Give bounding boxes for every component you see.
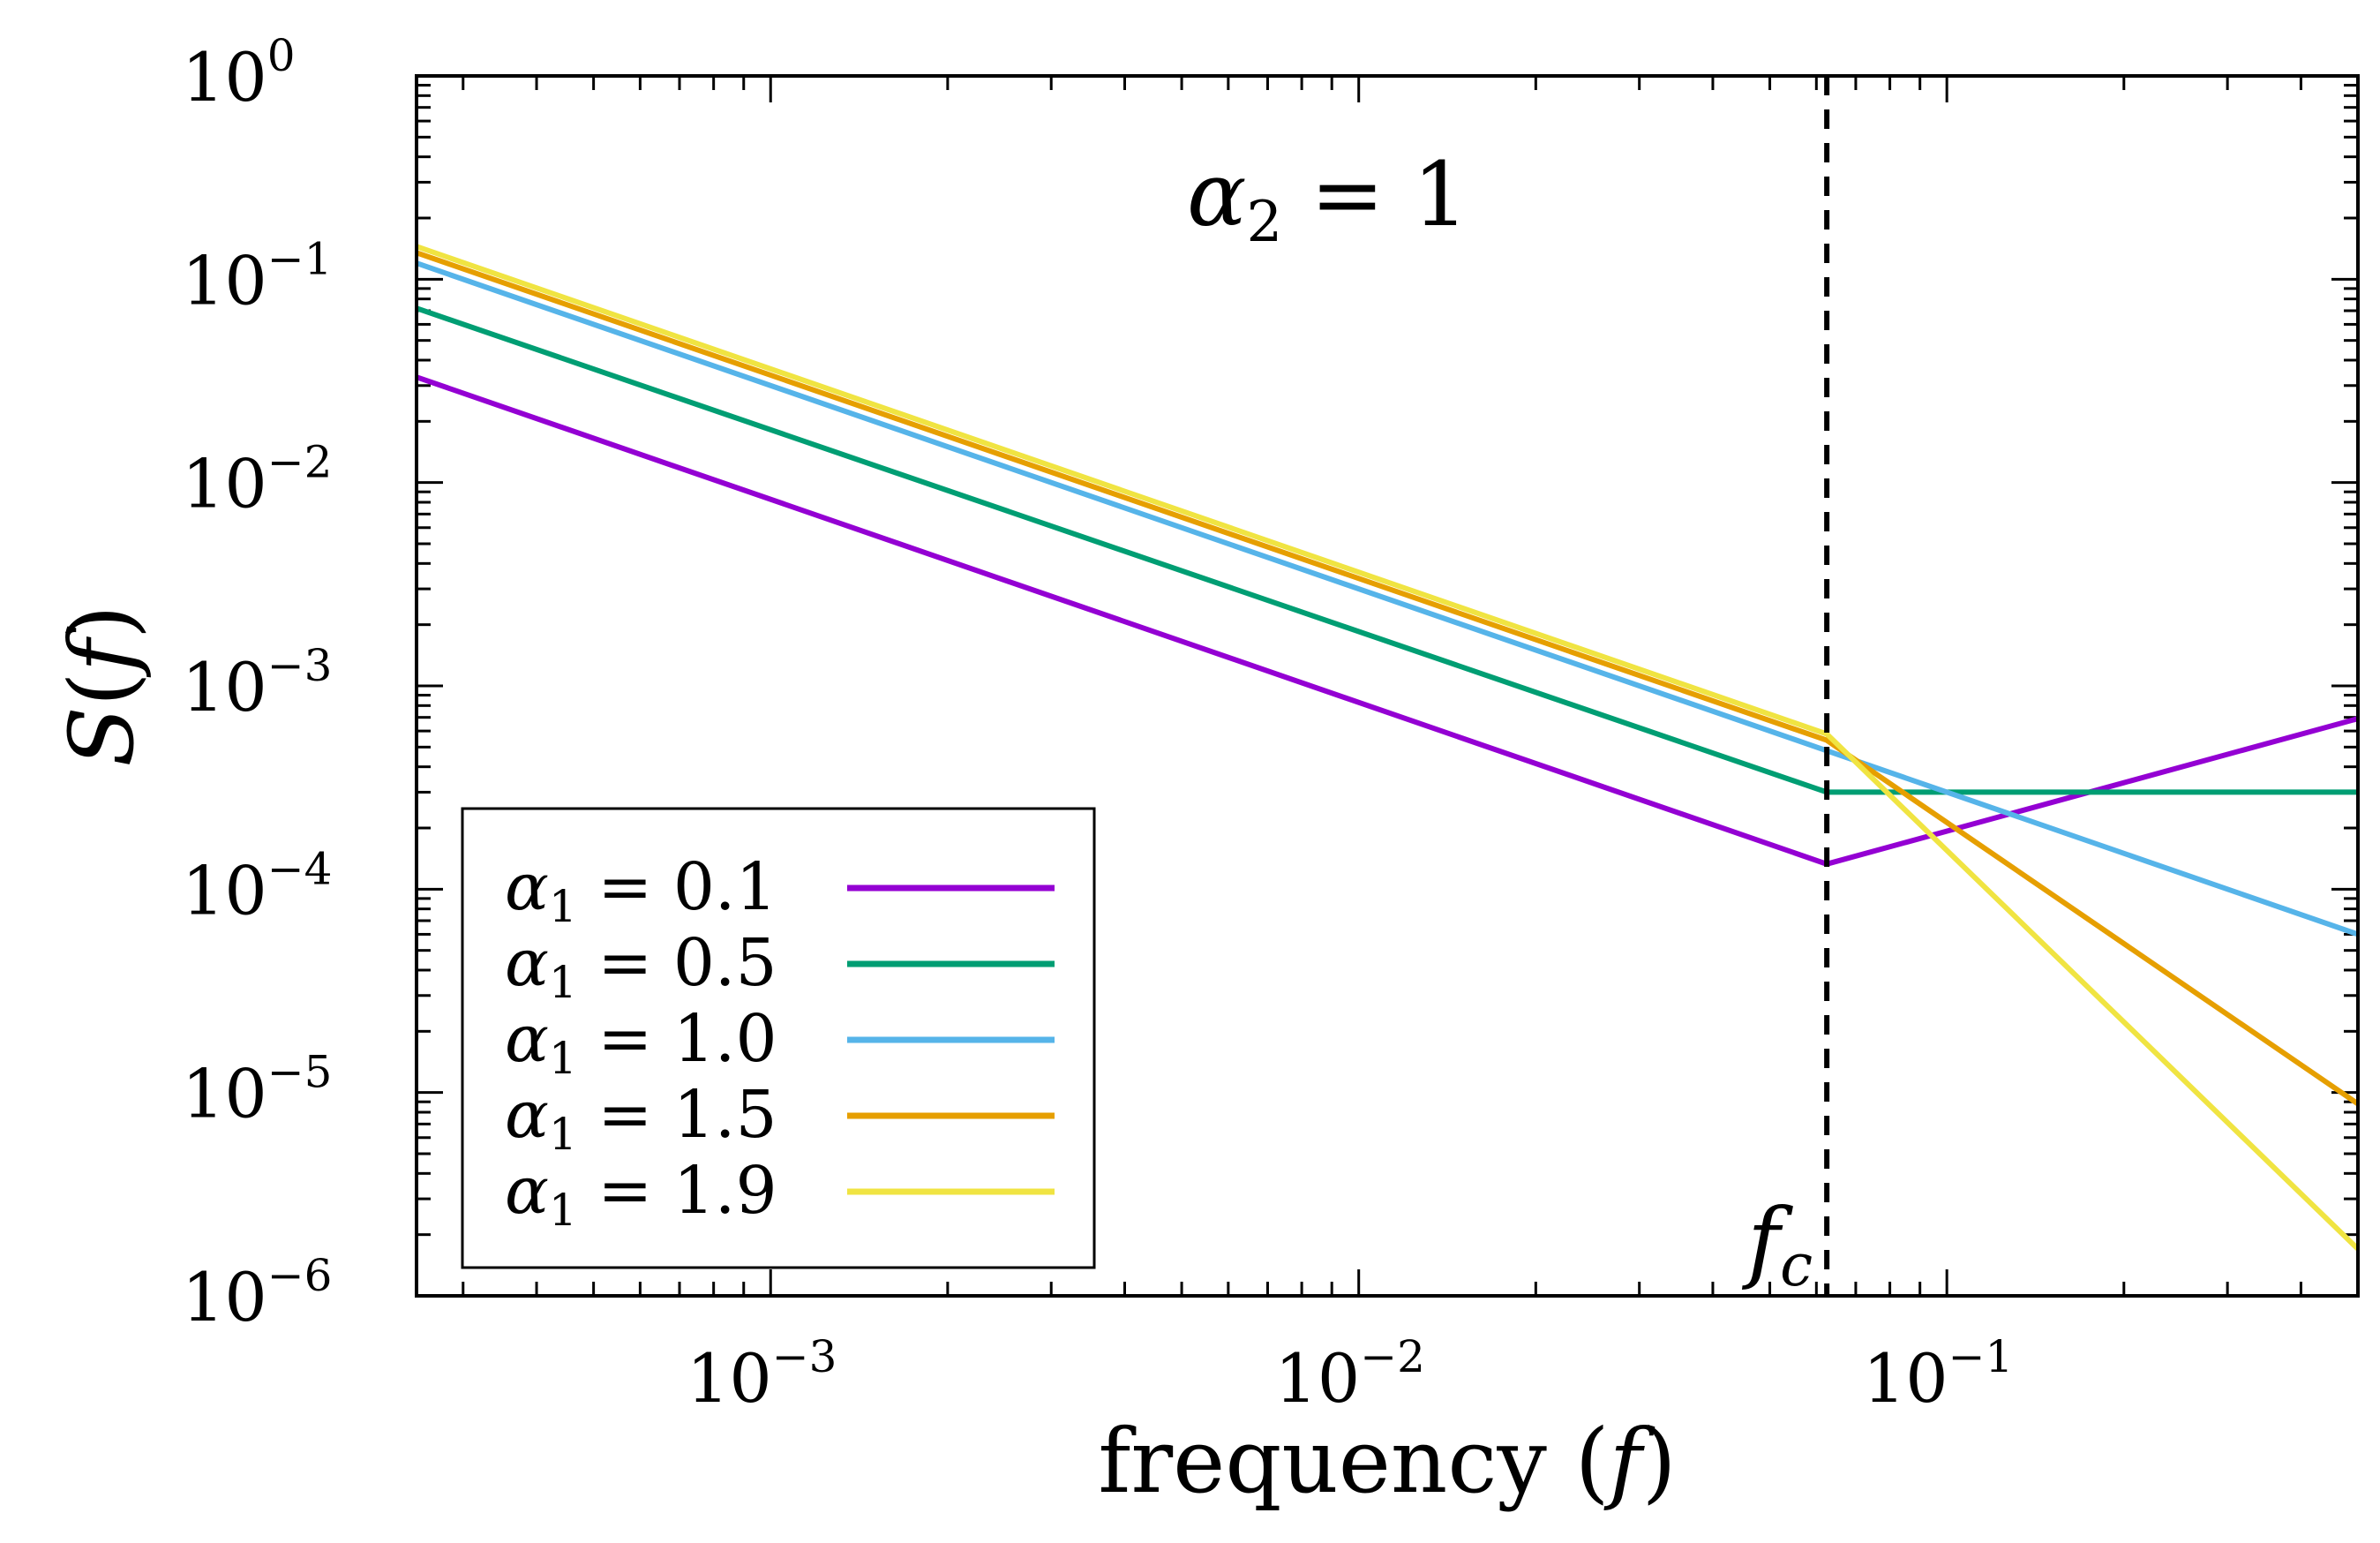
legend-label-1: α1 = 0.1 — [505, 849, 777, 932]
x-tick-label: 10−1 — [1863, 1331, 2013, 1418]
legend-label-3: α1 = 1.0 — [505, 1001, 777, 1084]
y-tick-label: 10−5 — [182, 1047, 332, 1133]
y-tick-label: 100 — [182, 30, 296, 117]
legend-label-2: α1 = 0.5 — [505, 925, 777, 1008]
x-tick-label: 10−2 — [1274, 1331, 1424, 1418]
legend-label-5: α1 = 1.9 — [505, 1153, 777, 1236]
plot-frame — [415, 74, 2360, 1298]
legend-label-4: α1 = 1.5 — [505, 1077, 777, 1160]
x-tick-label: 10−3 — [687, 1331, 837, 1418]
cutoff-label: fc — [1741, 1189, 1813, 1299]
x-axis-label: frequency (f) — [1098, 1410, 1676, 1513]
y-tick-label: 10−3 — [182, 640, 332, 726]
series-line-5 — [416, 244, 2361, 1252]
y-tick-label: 10−6 — [182, 1250, 332, 1336]
y-tick-label: 10−2 — [182, 437, 332, 523]
series-line-2 — [416, 305, 2358, 795]
y-tick-label: 10−1 — [182, 233, 332, 320]
y-axis-label: S(f) — [50, 605, 154, 767]
y-tick-label: 10−4 — [182, 843, 332, 930]
legend-layer: α1 = 0.1α1 = 0.5α1 = 1.0α1 = 1.5α1 = 1.9 — [461, 807, 1096, 1269]
series-line-4 — [416, 250, 2360, 1106]
alpha2-annotation: α2 = 1 — [1187, 143, 1468, 255]
labels-layer: 10−3 10−2 10−1 100 10−1 10−2 10−3 10−4 10−5 10−6 f… — [50, 30, 2013, 1513]
